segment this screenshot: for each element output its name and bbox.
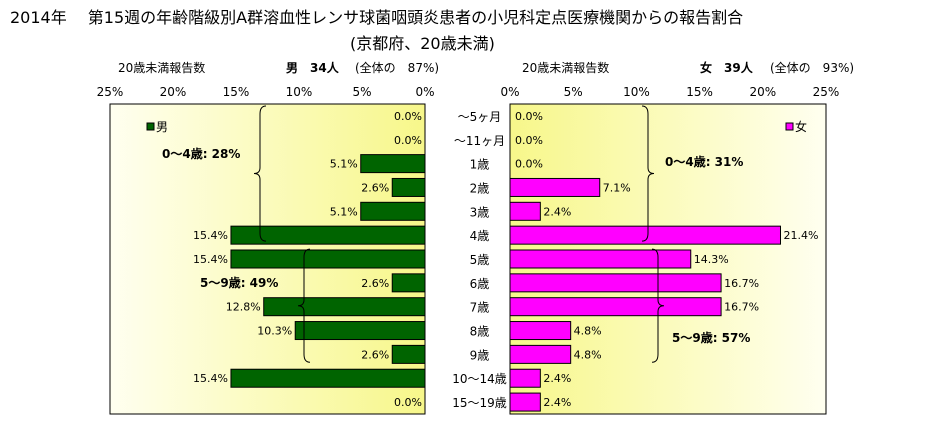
category-label: 8歳 [470,325,490,339]
right-caption: 20歳未満報告数 [522,61,610,75]
category-label: 9歳 [470,348,490,362]
male-0-4-bracket [253,105,267,242]
female-data-label: 2.4% [543,396,571,409]
male-data-label: 5.1% [330,205,358,218]
x-tick-right: 25% [813,85,840,99]
male-bar [391,273,426,293]
male-total-label: 男 34人 [286,61,339,75]
female-total-label: 女 39人 [700,61,753,75]
male-data-label: 0.0% [394,396,422,409]
x-tick-right: 0% [500,85,519,99]
male-data-label: 10.3% [257,325,292,338]
x-tick-right: 15% [686,85,713,99]
female-data-label: 0.0% [515,134,543,147]
male-bar [263,297,426,317]
female-bar [509,392,541,412]
x-tick-right: 20% [749,85,776,99]
male-bar [230,225,426,245]
female-data-label: 0.0% [515,158,543,171]
chart-subtitle: (京都府、20歳未満) [350,34,495,53]
x-tick-right: 10% [623,85,650,99]
male-bar [294,321,426,341]
male-data-label: 2.6% [361,277,389,290]
category-label: ～5ヶ月 [458,110,502,124]
x-tick-left: 10% [286,85,313,99]
male-data-label: 15.4% [193,229,228,242]
x-tick-left: 20% [160,85,187,99]
female-data-label: 7.1% [603,181,631,194]
female-0-4-bracket [641,105,655,242]
category-label: 3歳 [470,205,490,219]
category-label: 5歳 [470,253,490,267]
female-data-label: 2.4% [543,372,571,385]
x-tick-left: 15% [223,85,250,99]
female-bar [509,273,722,293]
male-data-label: 2.6% [361,348,389,361]
female-legend-label: 女 [795,119,807,134]
category-label: 2歳 [470,181,490,195]
male-data-label: 15.4% [193,372,228,385]
category-label: 1歳 [470,158,490,172]
male-5-9-annotation: 5～9歳: 49% [200,275,278,290]
male-5-9-bracket [297,248,311,363]
female-data-label: 4.8% [574,325,602,338]
male-bar [230,249,426,269]
category-label: 10～14歳 [452,372,507,386]
male-data-label: 5.1% [330,158,358,171]
male-data-label: 12.8% [226,301,261,314]
category-label: 6歳 [470,277,490,291]
category-label: 15～19歳 [452,396,507,410]
chart-title: 2014年 第15週の年齢階級別A群溶血性レンサ球菌咽頭炎患者の小児科定点医療機… [10,8,744,27]
male-data-label: 0.0% [394,110,422,123]
male-legend-swatch [146,122,155,131]
male-legend-label: 男 [156,120,168,134]
female-bar [509,321,572,341]
x-tick-left: 25% [97,85,124,99]
female-bar [509,297,722,317]
male-data-label: 2.6% [361,181,389,194]
female-data-label: 4.8% [574,348,602,361]
male-bar [230,368,426,388]
category-label: 4歳 [470,229,490,243]
female-data-label: 14.3% [694,253,729,266]
female-data-label: 16.7% [724,301,759,314]
male-data-label: 0.0% [394,134,422,147]
female-5-9-annotation: 5～9歳: 57% [672,330,750,345]
female-bar [509,344,572,364]
female-share-label: (全体の 93%) [770,61,855,75]
male-0-4-annotation: 0～4歳: 28% [162,146,240,161]
category-label: 7歳 [470,301,490,315]
female-data-label: 21.4% [783,229,818,242]
female-0-4-annotation: 0～4歳: 31% [665,154,743,169]
male-share-label: (全体の 87%) [355,61,440,75]
female-bar [509,249,692,269]
female-legend-swatch [785,122,794,131]
category-label: ～11ヶ月 [454,134,505,148]
x-tick-right: 5% [564,85,583,99]
female-bar [509,177,601,197]
male-bar [360,154,426,174]
female-data-label: 0.0% [515,110,543,123]
male-data-label: 15.4% [193,253,228,266]
x-tick-left: 0% [415,85,434,99]
male-bar [391,177,426,197]
left-caption: 20歳未満報告数 [118,61,206,75]
male-bar [360,201,426,221]
female-bar [509,368,541,388]
x-tick-left: 5% [352,85,371,99]
female-data-label: 16.7% [724,277,759,290]
female-data-label: 2.4% [543,205,571,218]
male-bar [391,344,426,364]
female-bar [509,225,781,245]
female-bar [509,201,541,221]
female-5-9-bracket [651,248,665,363]
